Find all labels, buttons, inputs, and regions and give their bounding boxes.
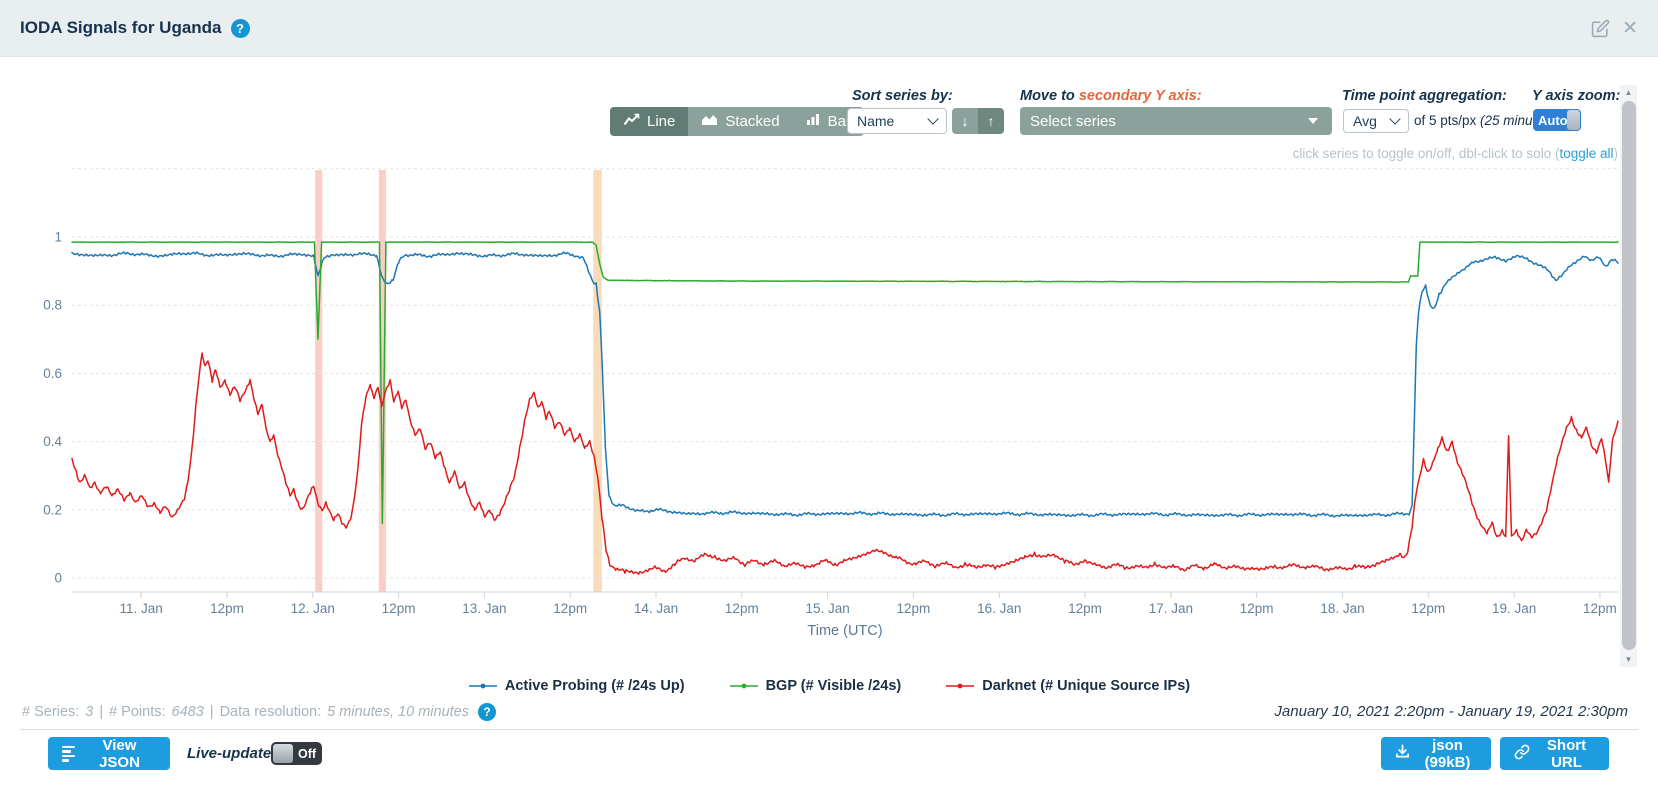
- x-tick-label: 19. Jan: [1492, 601, 1536, 616]
- secondary-axis-label: Move to secondary Y axis:: [1020, 88, 1202, 104]
- area-chart-icon: [701, 113, 718, 130]
- legend-marker: [946, 683, 975, 689]
- legend-item-active-probing[interactable]: Active Probing (# /24s Up): [468, 678, 685, 694]
- scrollbar-thumb[interactable]: [1621, 101, 1636, 650]
- chart-type-toggle: Line Stacked Bar: [610, 107, 864, 136]
- sort-series-label: Sort series by:: [852, 88, 953, 104]
- date-range: January 10, 2021 2:20pm - January 19, 20…: [1274, 703, 1628, 720]
- x-tick-label: 13. Jan: [462, 601, 506, 616]
- sort-series-select[interactable]: Name: [847, 108, 947, 134]
- x-tick-label: 12pm: [725, 601, 759, 616]
- x-axis-title: Time (UTC): [807, 623, 882, 639]
- link-icon: [1514, 744, 1530, 764]
- y-tick-label: 0.4: [43, 434, 62, 449]
- download-json-button[interactable]: json (99kB): [1381, 737, 1491, 771]
- x-tick-label: 12pm: [897, 601, 931, 616]
- chart-legend: Active Probing (# /24s Up) BGP (# Visibl…: [0, 678, 1658, 694]
- title-help-icon[interactable]: ?: [230, 18, 250, 38]
- short-url-button[interactable]: Short URL: [1500, 737, 1609, 771]
- y-tick-label: 0.8: [43, 298, 62, 313]
- chevron-down-icon: [1389, 113, 1401, 125]
- line-chart-icon: [623, 113, 640, 130]
- x-tick-label: 15. Jan: [805, 601, 849, 616]
- view-json-button[interactable]: View JSON: [48, 737, 170, 771]
- x-tick-label: 12pm: [1240, 601, 1274, 616]
- scroll-up-icon[interactable]: ▲: [1624, 88, 1633, 97]
- live-update-toggle[interactable]: Off: [271, 742, 322, 765]
- x-tick-label: 18. Jan: [1320, 601, 1364, 616]
- resolution-value: 5 minutes, 10 minutes: [327, 704, 469, 720]
- y-axis-zoom-label: Y axis zoom:: [1532, 88, 1621, 104]
- sort-ascending-button[interactable]: ↑: [978, 108, 1004, 134]
- x-tick-label: 12pm: [1068, 601, 1102, 616]
- x-tick-label: 12pm: [553, 601, 587, 616]
- edit-icon[interactable]: [1591, 19, 1610, 38]
- caret-down-icon: [1308, 118, 1318, 124]
- scroll-down-icon[interactable]: ▼: [1624, 655, 1633, 664]
- chart-type-stacked-button[interactable]: Stacked: [688, 107, 793, 136]
- x-tick-label: 12pm: [1411, 601, 1445, 616]
- y-axis: 0 0.2 0.4 0.6 0.8 1: [43, 230, 62, 586]
- page-title: IODA Signals for Uganda: [20, 18, 222, 37]
- aggregation-label: Time point aggregation:: [1342, 88, 1507, 104]
- timeseries-chart: 11. Jan 12pm 12. Jan 12pm 13. Jan 12pm 14. Jan…: [43, 168, 1619, 639]
- legend-item-bgp[interactable]: BGP (# Visible /24s): [729, 678, 901, 694]
- y-tick-label: 0: [54, 571, 62, 586]
- y-tick-label: 0.2: [43, 502, 62, 517]
- series-line-darknet: [71, 352, 1619, 575]
- chevron-down-icon: [927, 113, 939, 125]
- points-count: 6483: [171, 704, 204, 720]
- x-tick-label: 12pm: [210, 601, 244, 616]
- x-tick-label: 14. Jan: [634, 601, 678, 616]
- series-toggle-hint: click series to toggle on/off, dbl-click…: [1292, 146, 1618, 161]
- x-tick-label: 12. Jan: [291, 601, 335, 616]
- x-tick-label: 16. Jan: [977, 601, 1021, 616]
- secondary-axis-series-select[interactable]: Select series: [1020, 107, 1332, 135]
- series-count: 3: [85, 704, 94, 720]
- legend-marker: [468, 683, 497, 689]
- x-tick-label: 12pm: [1583, 601, 1617, 616]
- vertical-scrollbar[interactable]: ▲ ▼: [1620, 85, 1637, 667]
- y-tick-label: 1: [54, 230, 62, 245]
- aggregation-select[interactable]: Avg: [1343, 109, 1409, 133]
- list-icon: [62, 745, 75, 762]
- x-tick-label: 17. Jan: [1149, 601, 1193, 616]
- chart-area[interactable]: 11. Jan 12pm 12. Jan 12pm 13. Jan 12pm 14. Jan…: [0, 160, 1658, 660]
- legend-marker: [729, 683, 758, 689]
- sort-descending-button[interactable]: ↓: [952, 108, 978, 134]
- x-tick-label: 11. Jan: [119, 601, 162, 616]
- toggle-all-link[interactable]: toggle all: [1559, 146, 1614, 161]
- chart-type-line-button[interactable]: Line: [610, 107, 689, 136]
- legend-item-darknet[interactable]: Darknet (# Unique Source IPs): [945, 678, 1190, 694]
- toggle-knob: [273, 744, 293, 763]
- event-bands: [315, 170, 602, 592]
- footer-divider: [20, 729, 1638, 730]
- window-header: IODA Signals for Uganda ? ✕: [0, 0, 1658, 57]
- live-update-label: Live-update:: [187, 745, 277, 762]
- close-icon[interactable]: ✕: [1622, 17, 1638, 39]
- x-axis: 11. Jan 12pm 12. Jan 12pm 13. Jan 12pm 14. Jan…: [72, 591, 1618, 639]
- download-icon: [1395, 744, 1410, 763]
- y-axis-zoom-toggle[interactable]: Auto: [1533, 109, 1581, 131]
- x-tick-label: 12pm: [382, 601, 416, 616]
- resolution-help-icon[interactable]: ?: [477, 703, 496, 721]
- toggle-knob: [1567, 110, 1580, 130]
- y-tick-label: 0.6: [43, 366, 62, 381]
- bar-chart-icon: [806, 113, 821, 130]
- series-line-bgp: [71, 241, 1619, 525]
- series-line-active-probing: [71, 251, 1619, 518]
- series-stats: # Series: 3 | # Points: 6483 | Data reso…: [22, 703, 496, 721]
